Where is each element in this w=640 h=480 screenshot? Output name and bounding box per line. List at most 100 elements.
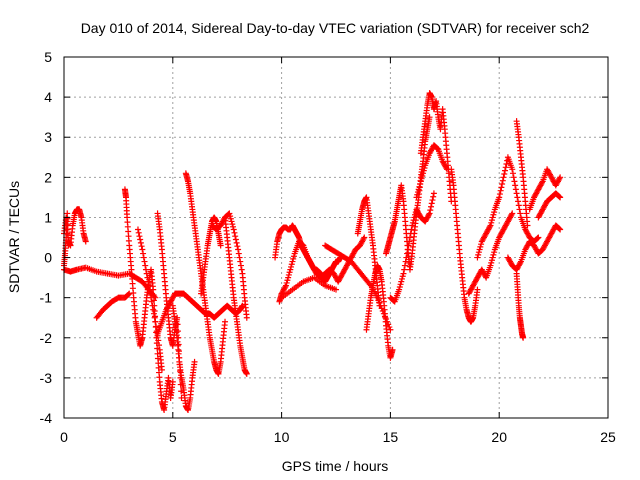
data-point — [153, 323, 160, 330]
data-point — [287, 266, 294, 273]
data-point — [64, 215, 71, 222]
data-point — [230, 223, 237, 230]
data-point — [175, 341, 182, 348]
data-point — [415, 186, 422, 193]
data-point — [152, 318, 159, 325]
data-point — [151, 314, 158, 321]
data-point — [289, 258, 296, 265]
y-tick-label: 1 — [44, 209, 52, 225]
series-arc-f — [134, 226, 165, 373]
data-point — [138, 243, 145, 250]
data-point — [169, 378, 176, 385]
data-point — [396, 283, 403, 290]
data-point — [408, 226, 415, 233]
data-point — [64, 210, 71, 217]
data-point — [499, 181, 506, 188]
series-arc-z — [474, 154, 542, 261]
data-point — [230, 226, 237, 233]
data-point — [430, 190, 437, 197]
x-tick-label: 0 — [60, 429, 68, 445]
series-arc-j — [182, 170, 229, 377]
data-point — [387, 326, 394, 333]
series-arc-x — [448, 166, 481, 325]
data-point — [145, 278, 152, 285]
series-arc-o — [276, 234, 368, 305]
data-point — [64, 221, 71, 228]
data-point — [405, 242, 412, 249]
data-point — [489, 214, 496, 221]
series-arc-m — [222, 214, 250, 377]
data-point — [496, 191, 503, 198]
data-point — [282, 282, 289, 289]
data-point — [238, 266, 245, 273]
data-point — [146, 286, 153, 293]
data-point — [490, 251, 497, 258]
data-point — [475, 249, 482, 256]
data-point — [236, 254, 243, 261]
data-point — [235, 250, 242, 257]
data-point — [490, 211, 497, 218]
data-point — [514, 194, 521, 201]
chart-title: Day 010 of 2014, Sidereal Day-to-day VTE… — [81, 20, 590, 36]
data-point — [430, 193, 437, 200]
y-tick-label: 0 — [44, 250, 52, 266]
data-point — [515, 198, 522, 205]
data-point — [407, 230, 414, 237]
data-point — [401, 262, 408, 269]
data-point — [217, 242, 224, 249]
data-point — [428, 200, 435, 207]
x-tick-label: 10 — [274, 429, 290, 445]
data-point — [285, 274, 292, 281]
data-point — [474, 254, 481, 261]
data-point — [136, 233, 143, 240]
x-tick-label: 25 — [600, 429, 616, 445]
data-point — [512, 182, 519, 189]
data-point — [234, 243, 241, 250]
data-point — [498, 184, 505, 191]
data-point — [235, 246, 242, 253]
data-point — [139, 246, 146, 253]
data-point — [509, 166, 516, 173]
data-point — [243, 370, 250, 377]
y-tick-label: -1 — [40, 290, 53, 306]
data-point — [406, 234, 413, 241]
x-axis-ticks: 0 5 10 15 20 25 — [60, 57, 616, 445]
data-point — [416, 183, 423, 190]
data-point — [411, 214, 418, 221]
data-point — [232, 233, 239, 240]
series-arc-u — [387, 190, 437, 305]
series-arc-i — [169, 302, 198, 413]
data-point — [145, 282, 152, 289]
series-arc-aa — [513, 118, 531, 229]
data-point — [419, 172, 426, 179]
data-point — [524, 222, 531, 229]
data-point — [158, 366, 165, 373]
data-point — [487, 262, 494, 269]
data-point — [406, 238, 413, 245]
data-point — [137, 236, 144, 243]
series-arc-p — [278, 274, 339, 301]
data-point — [285, 271, 292, 278]
plot-frame — [63, 56, 609, 419]
data-point — [64, 226, 71, 233]
data-point — [156, 342, 163, 349]
series-arc-l — [208, 210, 250, 321]
data-point — [229, 221, 236, 228]
data-point — [282, 283, 289, 290]
series-arc-y — [465, 210, 516, 297]
y-tick-label: 5 — [44, 49, 52, 65]
data-point — [414, 191, 421, 198]
data-point — [556, 225, 563, 232]
series-arc-d — [93, 290, 133, 321]
data-point — [417, 181, 424, 188]
data-point — [142, 262, 149, 269]
data-point — [231, 229, 238, 236]
data-point — [361, 234, 368, 241]
y-tick-label: -2 — [40, 330, 53, 346]
data-points — [61, 90, 564, 413]
data-point — [140, 254, 147, 261]
data-point — [82, 238, 89, 245]
data-point — [290, 255, 297, 262]
data-point — [65, 237, 72, 244]
